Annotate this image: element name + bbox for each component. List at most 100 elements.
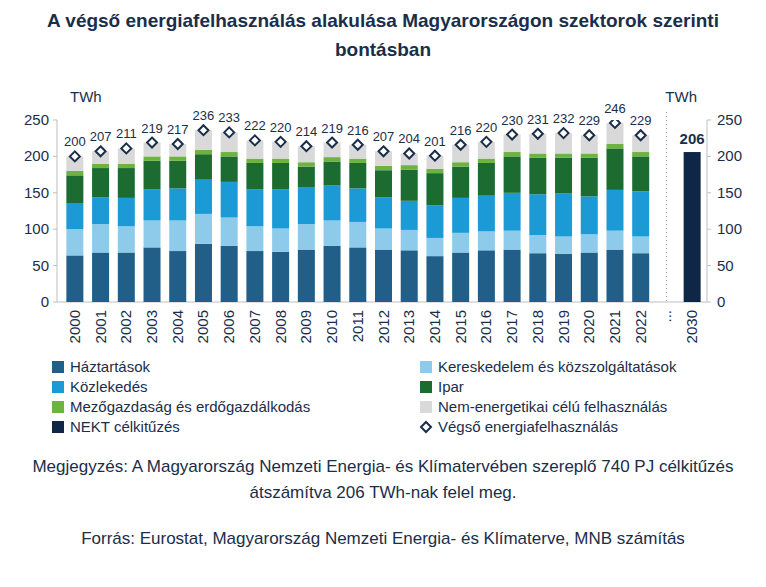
data-label: 230 [501,113,523,128]
x-tick-label: ... [657,310,674,323]
x-tick-label: 2021 [606,310,623,343]
bar [581,153,598,157]
data-label: 220 [476,120,498,135]
y2-tick-label: 150 [717,184,742,201]
legend-symbol [421,422,431,432]
marker [327,138,337,148]
x-tick-label: 2007 [246,310,263,343]
bar [375,250,392,302]
x-tick-label: 2008 [272,310,289,343]
marker [70,151,80,161]
marker [224,127,234,137]
bar [66,175,83,203]
bar [452,162,469,166]
bar [529,253,546,302]
bar [246,226,263,251]
x-tick-label: 2017 [503,310,520,343]
bar [401,165,418,169]
marker [507,130,517,140]
legend-label: Közlekedés [70,378,148,395]
bar [221,182,238,218]
bar [118,198,135,226]
bar [221,218,238,246]
y2-tick [707,156,711,157]
bar [401,230,418,250]
bar [555,236,572,253]
data-label: 204 [398,131,420,146]
bar [606,148,623,189]
bar [606,144,623,148]
x-tick-label: 2006 [220,310,237,343]
bar [169,220,186,251]
x-tick-label: 2005 [194,310,211,343]
bar [606,231,623,250]
bar [246,163,263,189]
bar [401,250,418,302]
bar [581,252,598,302]
marker [610,120,620,128]
data-label: 211 [116,126,137,141]
legend-label: Nem-energetikai célú felhasználás [438,398,667,415]
x-tick-label: 2030 [683,310,700,343]
data-label: 222 [244,118,266,133]
bar [375,166,392,170]
data-label: 207 [373,129,395,144]
bar [504,152,521,156]
data-label: 219 [141,121,163,136]
y2-tick [707,192,711,193]
bar [606,250,623,302]
bar [272,252,289,302]
marker [379,146,389,156]
x-tick-label: 2019 [555,310,572,343]
y-tick [53,302,57,303]
bar [555,194,572,237]
bar [66,203,83,229]
marker [250,135,260,145]
data-label: 220 [270,120,292,135]
bar [349,188,366,221]
bar [555,254,572,302]
bar [298,187,315,224]
legend-symbol [420,401,432,413]
y2-axis-label: TWh [665,88,697,105]
bar [349,222,366,247]
legend-label: Kereskedelem és közszolgáltatások [438,358,677,375]
data-label: 246 [604,101,626,116]
x-tick-label: 2016 [477,310,494,343]
data-label: 229 [630,113,652,128]
bar [118,226,135,252]
marks [66,120,700,302]
bar [349,159,366,163]
y2-axis [707,120,708,302]
legend-symbol [52,421,64,433]
bar [452,252,469,302]
bar [452,198,469,233]
bar [246,159,263,163]
legend-symbol [52,361,64,373]
bar [324,161,341,185]
y2-tick-label: 100 [717,220,742,237]
bar [66,229,83,255]
bar [478,196,495,232]
legend-label: Mezőgazdaság és erdőgazdálkodás [70,398,310,415]
bar [426,169,443,173]
bar [504,156,521,192]
chart: 050100150200250050100150200250TWhTWh2000… [0,0,766,587]
x-tick-label: 2015 [452,310,469,343]
bar [246,189,263,226]
bar [504,231,521,250]
bar [349,163,366,188]
data-label: 214 [295,124,317,139]
bar [426,238,443,256]
bar [375,170,392,197]
y-tick [53,192,57,193]
bar [66,255,83,302]
bar [632,156,649,191]
marker [147,138,157,148]
data-label: 219 [321,121,343,136]
bar [118,252,135,302]
bar [298,250,315,302]
bar [298,224,315,249]
bar [221,152,238,156]
bar [606,190,623,231]
